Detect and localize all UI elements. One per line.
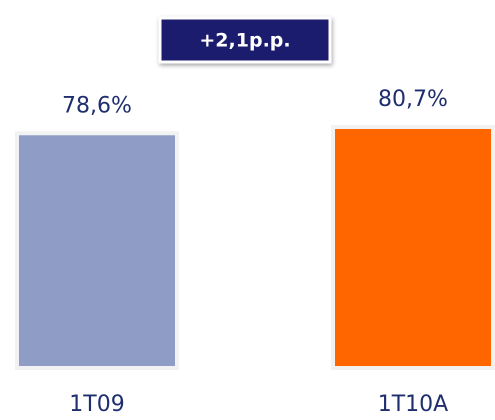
- badge-box: [158, 16, 332, 64]
- value-label: 80,7%: [378, 87, 448, 112]
- x-tick-label: 1T10A: [378, 392, 448, 417]
- bar: [331, 125, 495, 370]
- x-tick-label: 1T09: [69, 392, 124, 417]
- annotation-badge: +2,1p.p.: [158, 16, 332, 64]
- bar: [15, 131, 179, 370]
- annotation-text: +2,1p.p.: [199, 30, 290, 52]
- value-label: 78,6%: [62, 93, 132, 118]
